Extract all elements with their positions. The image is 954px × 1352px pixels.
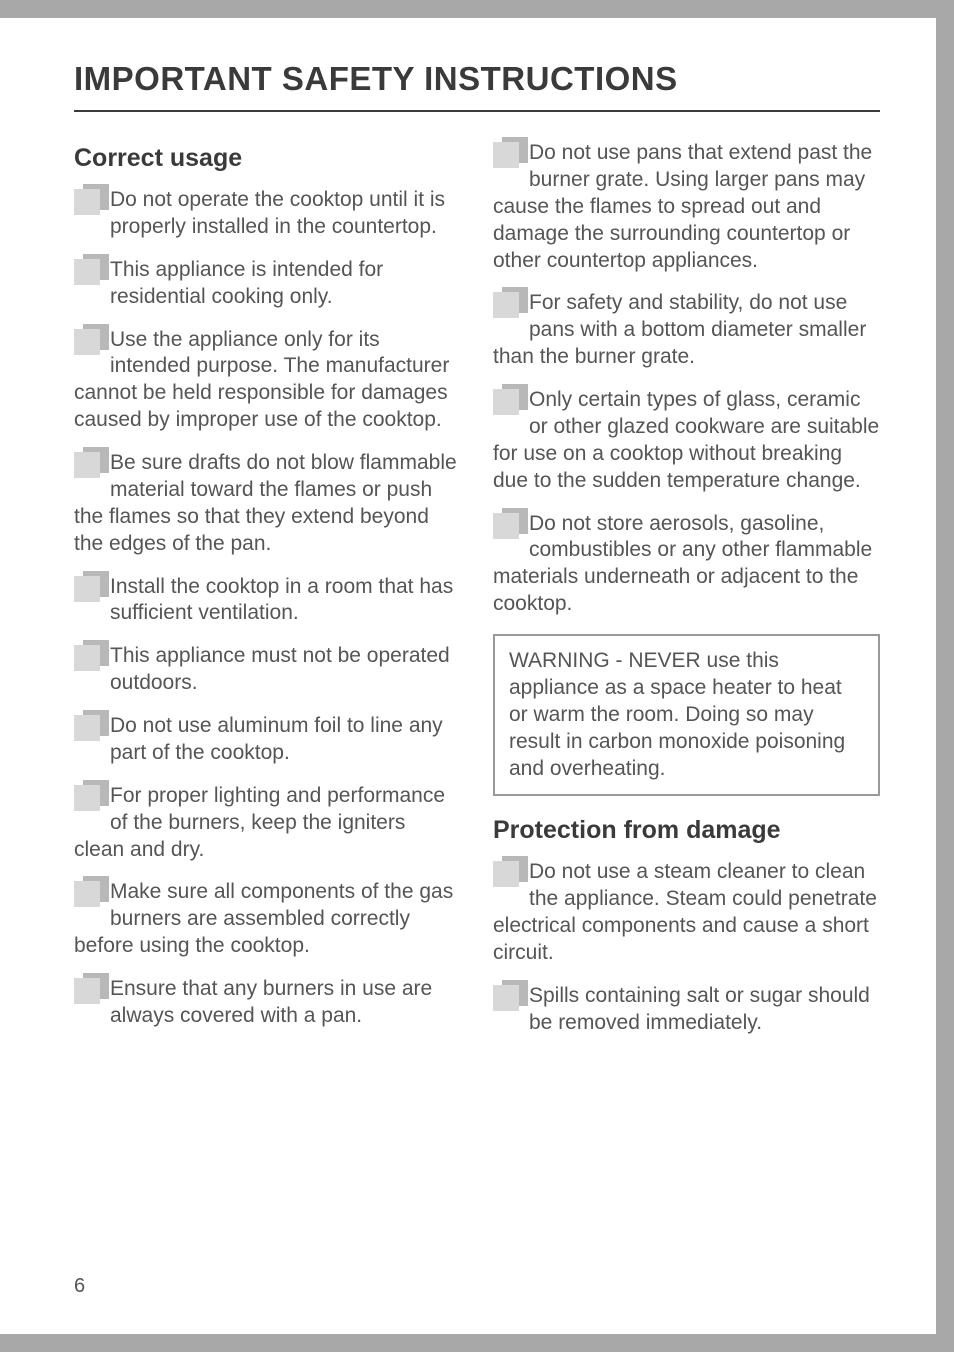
bullet-icon: [74, 715, 100, 741]
bullet-icon: [74, 259, 100, 285]
safety-item: This appliance is intended for residenti…: [74, 257, 461, 311]
safety-text: Do not use aluminum foil to line any par…: [110, 714, 443, 764]
safety-text: Do not use a steam cleaner to clean the …: [493, 860, 877, 964]
bullet-icon: [74, 189, 100, 215]
safety-item: Do not use a steam cleaner to clean the …: [493, 859, 880, 967]
bullet-icon: [493, 292, 519, 318]
section-heading-correct-usage: Correct usage: [74, 144, 461, 173]
safety-item: For proper lighting and performance of t…: [74, 783, 461, 864]
safety-item: Ensure that any burners in use are alway…: [74, 976, 461, 1030]
content-columns: Correct usage Do not operate the cooktop…: [74, 140, 880, 1053]
left-column: Correct usage Do not operate the cooktop…: [74, 140, 461, 1053]
safety-text: Be sure drafts do not blow flammable mat…: [74, 451, 457, 555]
safety-text: For safety and stability, do not use pan…: [493, 291, 866, 368]
safety-text: Do not operate the cooktop until it is p…: [110, 188, 445, 238]
bullet-icon: [74, 576, 100, 602]
safety-item: This appliance must not be operated outd…: [74, 643, 461, 697]
page-title: IMPORTANT SAFETY INSTRUCTIONS: [74, 60, 880, 98]
bullet-icon: [493, 142, 519, 168]
safety-text: Spills containing salt or sugar should b…: [529, 984, 870, 1034]
safety-item: Do not use aluminum foil to line any par…: [74, 713, 461, 767]
safety-text: Only certain types of glass, ceramic or …: [493, 388, 879, 492]
safety-text: This appliance must not be operated outd…: [110, 644, 450, 694]
bullet-icon: [74, 645, 100, 671]
right-column: Do not use pans that extend past the bur…: [493, 140, 880, 1053]
document-page: IMPORTANT SAFETY INSTRUCTIONS Correct us…: [0, 18, 936, 1334]
safety-item: Be sure drafts do not blow flammable mat…: [74, 450, 461, 558]
warning-box: WARNING - NEVER use this appliance as a …: [493, 634, 880, 796]
safety-item: Spills containing salt or sugar should b…: [493, 983, 880, 1037]
bullet-icon: [74, 785, 100, 811]
safety-text: Ensure that any burners in use are alway…: [110, 977, 432, 1027]
safety-item: Do not store aerosols, gasoline, combust…: [493, 511, 880, 619]
safety-text: Make sure all components of the gas burn…: [74, 880, 453, 957]
safety-item: Do not use pans that extend past the bur…: [493, 140, 880, 274]
bullet-icon: [74, 452, 100, 478]
section-heading-protection: Protection from damage: [493, 816, 880, 845]
title-block: IMPORTANT SAFETY INSTRUCTIONS: [74, 60, 880, 112]
safety-text: For proper lighting and performance of t…: [74, 784, 445, 861]
safety-text: Install the cooktop in a room that has s…: [110, 575, 453, 625]
bullet-icon: [493, 513, 519, 539]
safety-item: Use the appliance only for its intended …: [74, 327, 461, 435]
bullet-icon: [74, 329, 100, 355]
safety-item: Make sure all components of the gas burn…: [74, 879, 461, 960]
bullet-icon: [74, 881, 100, 907]
page-number: 6: [74, 1275, 85, 1298]
safety-item: Install the cooktop in a room that has s…: [74, 574, 461, 628]
bullet-icon: [493, 389, 519, 415]
safety-item: For safety and stability, do not use pan…: [493, 290, 880, 371]
bullet-icon: [493, 861, 519, 887]
warning-text: WARNING - NEVER use this appliance as a …: [509, 649, 845, 780]
bullet-icon: [74, 978, 100, 1004]
bullet-icon: [493, 985, 519, 1011]
safety-text: This appliance is intended for residenti…: [110, 258, 383, 308]
safety-text: Do not use pans that extend past the bur…: [493, 141, 872, 272]
safety-text: Do not store aerosols, gasoline, combust…: [493, 512, 872, 616]
safety-item: Do not operate the cooktop until it is p…: [74, 187, 461, 241]
safety-item: Only certain types of glass, ceramic or …: [493, 387, 880, 495]
safety-text: Use the appliance only for its intended …: [74, 328, 449, 432]
